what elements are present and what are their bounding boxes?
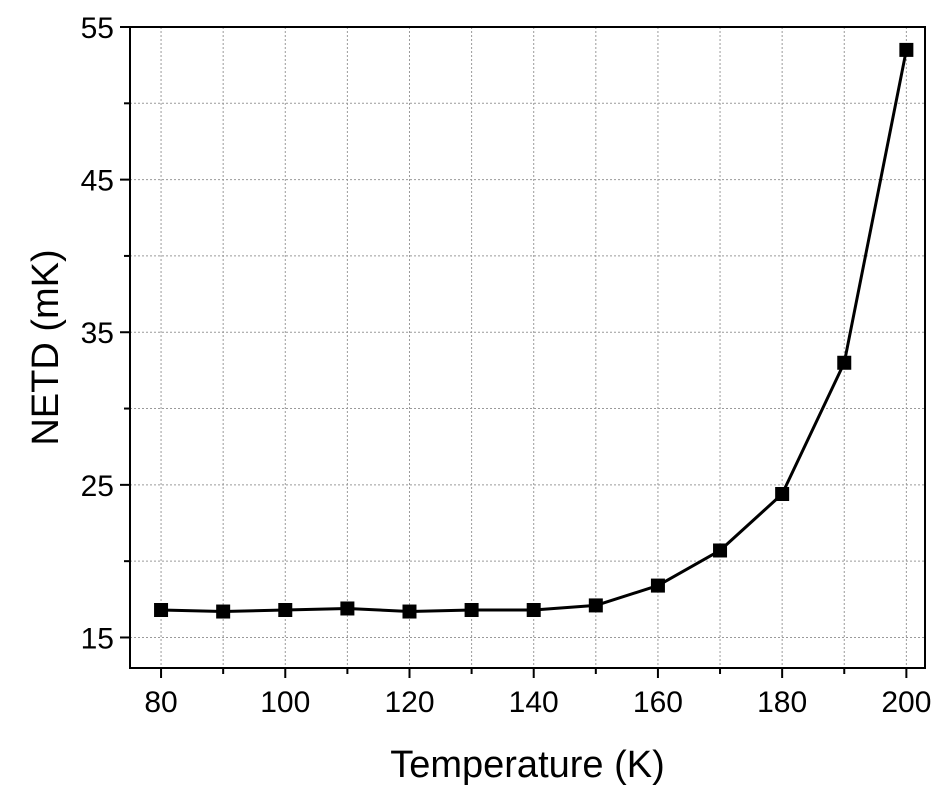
y-tick-label: 15 <box>81 622 114 655</box>
data-point-marker <box>402 604 417 619</box>
y-tick-label: 45 <box>81 165 114 198</box>
x-tick-label: 80 <box>144 686 177 719</box>
x-tick-label: 200 <box>881 686 931 719</box>
data-point-marker <box>340 601 355 616</box>
data-point-marker <box>154 603 169 618</box>
x-tick-label: 100 <box>260 686 310 719</box>
data-point-marker <box>899 42 914 57</box>
x-tick-label: 160 <box>633 686 683 719</box>
data-point-marker <box>526 603 541 618</box>
y-tick-label: 35 <box>81 317 114 350</box>
x-tick-label: 140 <box>509 686 559 719</box>
x-tick-label: 120 <box>384 686 434 719</box>
data-point-marker <box>775 487 790 502</box>
data-point-marker <box>464 603 479 618</box>
data-point-marker <box>837 355 852 370</box>
x-axis-title: Temperature (K) <box>390 744 665 786</box>
data-point-marker <box>713 543 728 558</box>
y-axis-title: NETD (mK) <box>25 249 67 445</box>
y-tick-label: 25 <box>81 470 114 503</box>
data-point-marker <box>650 578 665 593</box>
data-point-marker <box>278 603 293 618</box>
data-point-marker <box>588 598 603 613</box>
y-tick-label: 55 <box>81 12 114 45</box>
plot-area-frame <box>129 26 926 669</box>
grid <box>130 26 925 668</box>
data-series <box>154 42 914 619</box>
x-tick-labels: 80 100 120 140 160 180 200 <box>144 686 931 719</box>
y-tick-labels: 15 25 35 45 55 <box>81 12 114 655</box>
x-tick-label: 180 <box>757 686 807 719</box>
data-point-marker <box>216 604 231 619</box>
axis-ticks <box>120 26 908 678</box>
